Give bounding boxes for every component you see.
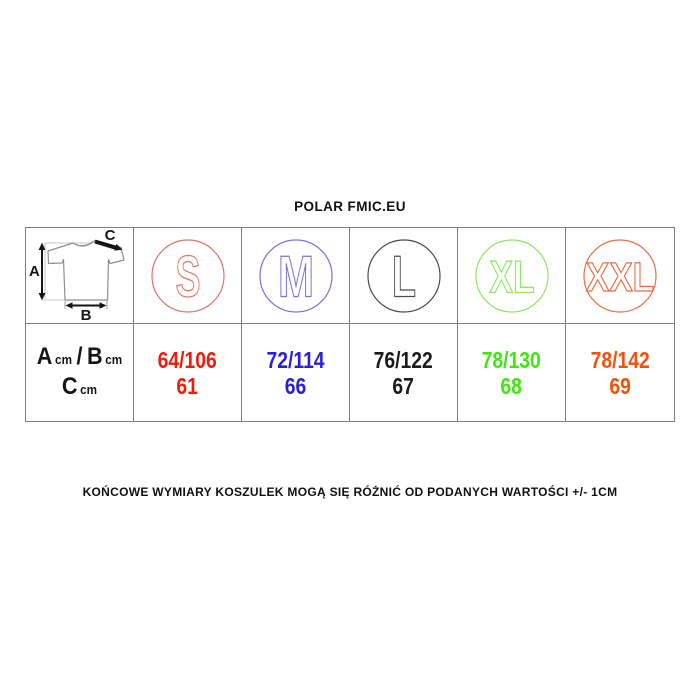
size-header-l: L (350, 228, 458, 324)
tshirt-outline (46, 239, 125, 301)
c-value-xl: 68 (500, 372, 523, 399)
size-values-xl: 78/130 68 (458, 324, 566, 421)
c-value-l: 67 (392, 372, 415, 399)
tshirt-measurement-diagram-cell: A B C (26, 228, 134, 324)
size-badge-xxl: XXL (583, 238, 657, 313)
measure-c-arrow (93, 239, 122, 251)
ab-value-m: 72/114 (266, 346, 325, 373)
label-b-unit: cm (105, 351, 123, 367)
diagram-label-c: C (104, 229, 115, 244)
size-circle-m (258, 238, 333, 313)
values-s: 64/106 61 (158, 347, 217, 399)
size-circle-s (150, 238, 225, 313)
size-values-m: 72/114 66 (242, 324, 350, 421)
tshirt-diagram-svg: A B C (29, 229, 125, 323)
label-c: C (61, 372, 78, 400)
measure-a-arrow (38, 242, 45, 300)
measurement-guides (44, 242, 91, 300)
size-values-s: 64/106 61 (134, 324, 242, 421)
size-circle-xl (474, 238, 549, 313)
c-value-xxl: 69 (609, 372, 631, 399)
size-letter-l: L (392, 244, 416, 309)
ab-value-l: 76/122 (373, 346, 434, 373)
size-header-m: M (242, 228, 350, 324)
values-l: 76/122 67 (374, 347, 433, 399)
footer-note: KOŃCOWE WYMIARY KOSZULEK MOGĄ SIĘ RÓŻNIĆ… (82, 485, 618, 499)
size-circle-xxl (583, 238, 657, 313)
size-table: A B C S (25, 227, 675, 422)
size-letter-s: S (175, 244, 200, 309)
size-badge-xl: XL (474, 238, 549, 313)
values-m: 72/114 66 (266, 347, 324, 399)
label-separator: / (76, 342, 83, 370)
values-xxl: 78/142 69 (590, 347, 649, 399)
size-letter-m: M (278, 244, 314, 309)
size-badge-l: L (366, 238, 441, 313)
size-circle-l (366, 238, 441, 313)
label-a: A (36, 342, 53, 370)
label-c-unit: cm (80, 381, 98, 397)
size-letter-xxl: XXL (586, 254, 654, 300)
ab-value-s: 64/106 (157, 346, 218, 373)
page-title: POLAR FMIC.EU (294, 199, 406, 214)
size-header-xl: XL (458, 228, 566, 324)
diagram-label-b: B (80, 307, 91, 323)
size-header-s: S (134, 228, 242, 324)
measure-b-arrow (64, 300, 107, 309)
label-a-unit: cm (55, 351, 72, 367)
values-xl: 78/130 68 (482, 347, 541, 399)
c-value-s: 61 (176, 372, 199, 399)
diagram-label-a: A (29, 263, 40, 280)
size-badge-s: S (150, 238, 225, 313)
c-value-m: 66 (284, 372, 307, 399)
size-badge-m: M (258, 238, 333, 313)
size-values-l: 76/122 67 (350, 324, 458, 421)
size-values-xxl: 78/142 69 (566, 324, 674, 421)
size-header-xxl: XXL (566, 228, 674, 324)
size-letter-xl: XL (489, 251, 534, 302)
ab-value-xxl: 78/142 (590, 346, 650, 373)
label-b: B (86, 342, 103, 370)
ab-value-xl: 78/130 (481, 346, 542, 373)
